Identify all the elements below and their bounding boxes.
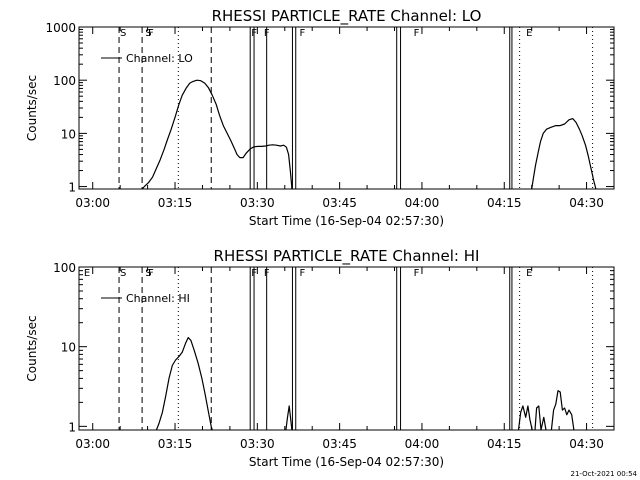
chart-title: RHESSI PARTICLE_RATE Channel: LO (212, 7, 482, 26)
x-tick-label: 04:00 (405, 437, 440, 451)
event-letter: F (148, 268, 154, 279)
chart-panel-1: RHESSI PARTICLE_RATE Channel: LO Counts/s… (25, 7, 615, 228)
event-letter: E (526, 268, 532, 279)
y-tick-label: 100 (53, 261, 76, 275)
y-tick-label: 10 (61, 341, 76, 355)
legend-label: Channel: LO (126, 52, 193, 65)
x-axis-label: Start Time (16-Sep-04 02:57:30) (249, 214, 444, 228)
event-letter: F (264, 268, 270, 279)
event-letter: F (414, 268, 420, 279)
y-axis-label: Counts/sec (25, 315, 39, 381)
chart-panel-2: RHESSI PARTICLE_RATE Channel: HI Counts/s… (25, 247, 615, 469)
series-line (285, 405, 293, 431)
series-line (534, 405, 547, 431)
x-tick-label: 04:30 (569, 196, 604, 210)
event-letter: S (120, 28, 126, 39)
x-tick-label: 03:00 (75, 196, 110, 210)
event-letter: E (84, 268, 90, 279)
x-tick-label: 04:15 (487, 196, 522, 210)
event-letter: F (299, 268, 305, 279)
x-tick-label: 04:15 (487, 437, 522, 451)
event-letter: E (526, 28, 532, 39)
event-letter: S (145, 28, 151, 39)
event-letter: F (299, 28, 305, 39)
event-letter: F (414, 28, 420, 39)
series-line (141, 79, 293, 190)
event-letter: S (145, 268, 151, 279)
x-tick-label: 03:30 (240, 196, 275, 210)
series-line (550, 390, 575, 431)
event-letter: S (120, 268, 126, 279)
event-letter: F (148, 28, 154, 39)
x-tick-label: 03:15 (158, 437, 193, 451)
x-tick-label: 04:00 (405, 196, 440, 210)
y-tick-label: 1 (68, 420, 76, 434)
x-tick-label: 03:45 (322, 437, 357, 451)
x-tick-label: 03:00 (75, 437, 110, 451)
x-tick-label: 03:15 (158, 196, 193, 210)
legend-label: Channel: HI (126, 292, 190, 305)
x-tick-label: 03:30 (240, 437, 275, 451)
y-tick-label: 1000 (45, 21, 76, 35)
series-line (531, 117, 597, 190)
x-axis-label: Start Time (16-Sep-04 02:57:30) (249, 455, 444, 469)
plot-frame (78, 266, 615, 431)
y-tick-label: 100 (53, 74, 76, 88)
event-letter: F (251, 268, 257, 279)
x-tick-label: 03:45 (322, 196, 357, 210)
event-letter: F (251, 28, 257, 39)
event-letter: F (264, 28, 270, 39)
chart-title: RHESSI PARTICLE_RATE Channel: HI (214, 247, 480, 266)
series-line (517, 405, 533, 431)
footer-date: 21-Oct-2021 00:54 (571, 470, 638, 478)
y-axis-label: Counts/sec (25, 75, 39, 141)
series-line (155, 337, 213, 431)
y-tick-label: 1 (68, 181, 76, 195)
y-tick-label: 10 (61, 127, 76, 141)
x-tick-label: 04:30 (569, 437, 604, 451)
